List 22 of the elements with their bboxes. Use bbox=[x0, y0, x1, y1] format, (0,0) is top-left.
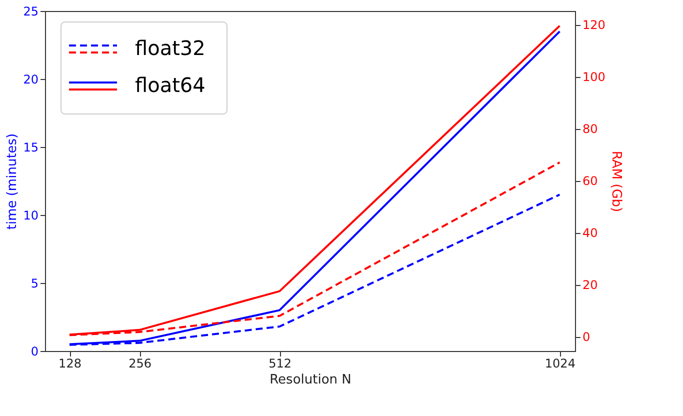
y-tick-label: 10 bbox=[23, 208, 38, 222]
y2-tick-label: 0 bbox=[582, 330, 590, 344]
y2-tick-label: 120 bbox=[582, 18, 606, 32]
y2-tick-label: 100 bbox=[582, 70, 606, 84]
x-tick-label: 512 bbox=[268, 356, 292, 370]
x-tick-label: 128 bbox=[58, 356, 82, 370]
y-tick-label: 20 bbox=[23, 72, 38, 86]
x-axis-title: Resolution N bbox=[270, 372, 352, 388]
x-tick-label: 256 bbox=[128, 356, 152, 370]
legend-label: float64 bbox=[135, 73, 206, 97]
y2-tick-label: 40 bbox=[582, 226, 598, 240]
y2-tick-label: 80 bbox=[582, 122, 598, 136]
y2-tick-label: 60 bbox=[582, 174, 598, 188]
y-axis-title: time (minutes) bbox=[5, 133, 20, 230]
y-tick-label: 0 bbox=[30, 344, 38, 358]
y2-tick-label: 20 bbox=[582, 278, 598, 292]
y2-axis-title: RAM (Gb) bbox=[608, 150, 624, 212]
legend-label: float32 bbox=[135, 36, 206, 60]
y-tick-label: 5 bbox=[30, 276, 38, 290]
x-tick-label: 1024 bbox=[544, 356, 576, 370]
y-tick-label: 15 bbox=[23, 140, 38, 154]
y-tick-label: 25 bbox=[23, 4, 38, 18]
